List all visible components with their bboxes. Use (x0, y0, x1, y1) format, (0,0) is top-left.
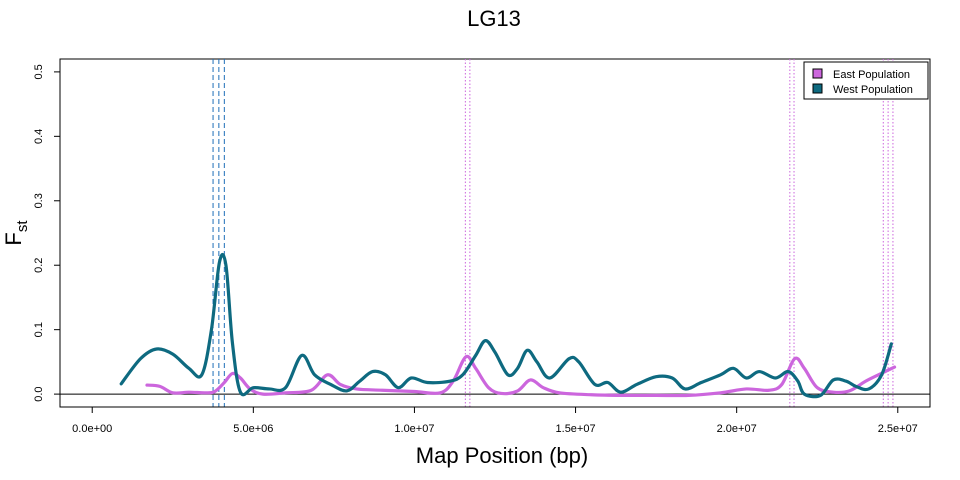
series-line-east-population (145, 354, 897, 398)
y-axis: 0.0 0.1 0.2 0.3 0.4 0.5 (33, 64, 61, 402)
chart-title: LG13 (467, 6, 521, 31)
y-axis-label: Fst (1, 220, 31, 246)
x-tick-label: 1.5e+07 (556, 423, 596, 435)
x-tick-label: 2.0e+07 (717, 423, 757, 435)
series-line-west-population (119, 252, 893, 399)
y-tick-label: 0.1 (33, 322, 45, 337)
y-tick-label: 0.3 (33, 193, 45, 208)
x-axis: 0.0e+00 5.0e+06 1.0e+07 1.5e+07 2.0e+07 2.5e+… (72, 406, 918, 435)
x-tick-label: 5.0e+06 (233, 423, 273, 435)
legend-label-west: West Population (833, 84, 913, 96)
y-axis-label-main: F (1, 232, 26, 245)
y-tick-label: 0.2 (33, 258, 45, 273)
plot-area (59, 58, 931, 408)
legend-swatch-west (812, 83, 823, 94)
legend: East Population West Population (803, 61, 929, 100)
y-tick-label: 0.0 (33, 386, 45, 401)
x-tick-label: 0.0e+00 (72, 423, 112, 435)
y-tick-label: 0.5 (33, 64, 45, 79)
x-axis-label: Map Position (bp) (416, 443, 588, 468)
y-axis-label-subscript: st (14, 220, 31, 233)
x-tick-label: 1.0e+07 (394, 423, 434, 435)
vertical-marker-lines (212, 59, 894, 407)
x-tick-label: 2.5e+07 (878, 423, 918, 435)
legend-label-east: East Population (833, 69, 910, 81)
legend-box (803, 61, 929, 100)
svg-text:Fst: Fst (1, 220, 31, 246)
series-layer (119, 252, 897, 399)
legend-swatch-east (812, 68, 823, 79)
y-tick-label: 0.4 (33, 129, 45, 144)
